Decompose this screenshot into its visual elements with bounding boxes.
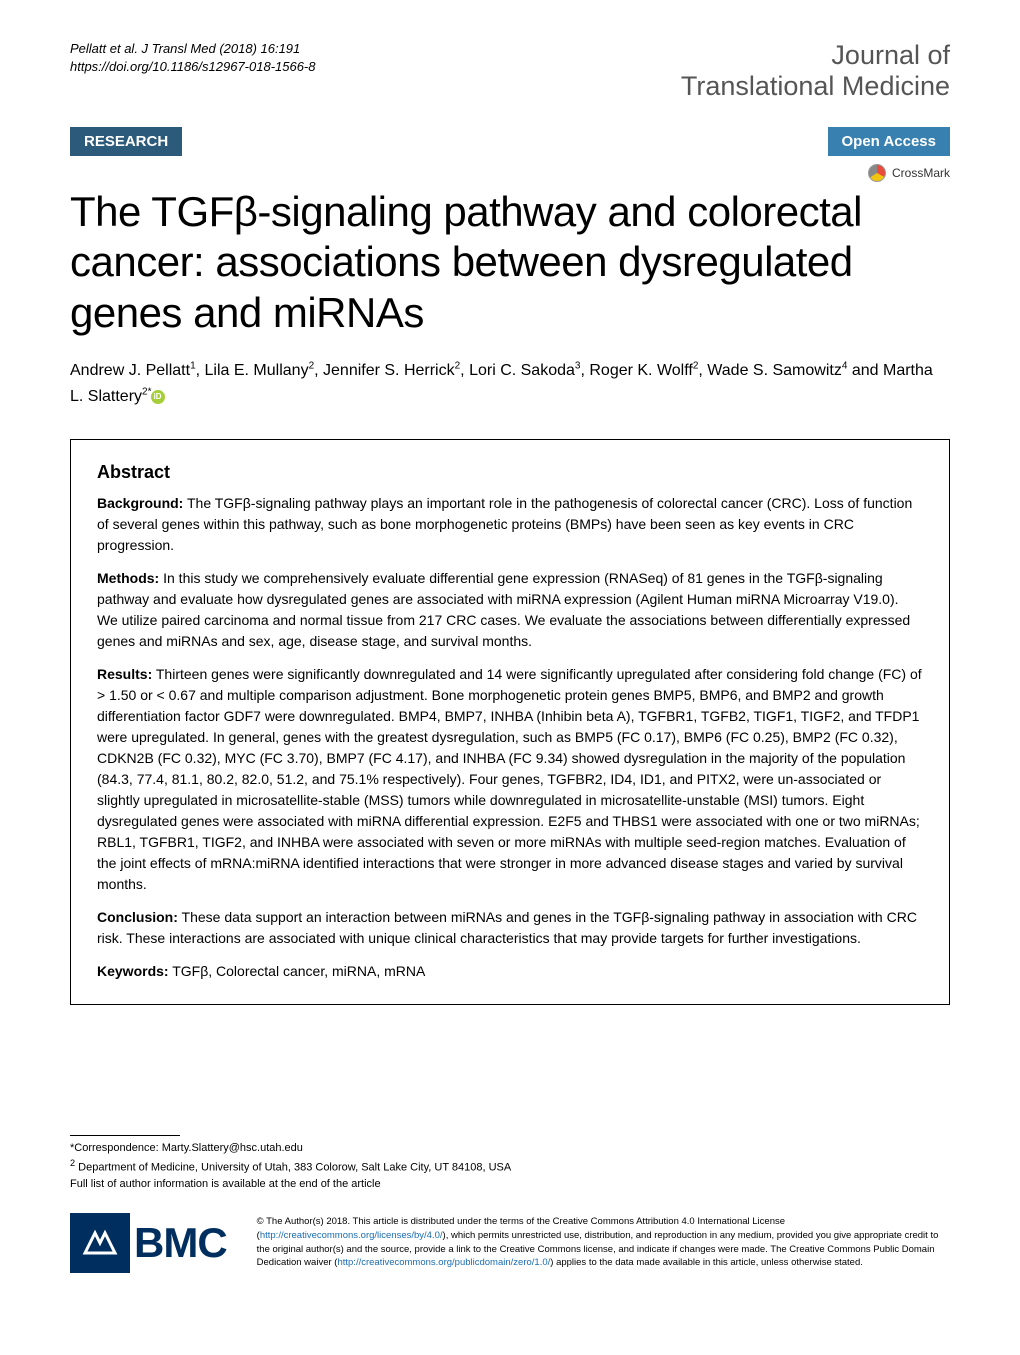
keywords-text: TGFβ, Colorectal cancer, miRNA, mRNA: [169, 963, 426, 979]
license-link-2[interactable]: http://creativecommons.org/publicdomain/…: [337, 1257, 550, 1268]
author-2: Lila E. Mullany: [205, 362, 309, 379]
authors-list: Andrew J. Pellatt1, Lila E. Mullany2, Je…: [70, 358, 950, 409]
footer-row: BMC © The Author(s) 2018. This article i…: [70, 1213, 950, 1273]
license-text: © The Author(s) 2018. This article is di…: [257, 1215, 950, 1270]
abstract-heading: Abstract: [97, 462, 923, 483]
journal-line1: Journal of: [681, 40, 950, 71]
affil-7: 2*: [142, 387, 151, 398]
open-access-tag: Open Access: [828, 127, 951, 156]
section-row: RESEARCH Open Access: [70, 127, 950, 156]
journal-name: Journal of Translational Medicine: [681, 40, 950, 102]
journal-line2: Translational Medicine: [681, 71, 950, 102]
bmc-text: BMC: [134, 1219, 227, 1267]
full-author-list-note: Full list of author information is avail…: [70, 1176, 950, 1193]
abstract-conclusion: Conclusion: These data support an intera…: [97, 907, 923, 949]
citation-line1: Pellatt et al. J Transl Med (2018) 16:19…: [70, 40, 316, 58]
abstract-keywords: Keywords: TGFβ, Colorectal cancer, miRNA…: [97, 961, 923, 982]
background-label: Background:: [97, 495, 183, 511]
dept-text: Department of Medicine, University of Ut…: [75, 1162, 511, 1174]
footer-divider: [70, 1135, 180, 1136]
bmc-mark-icon: [70, 1213, 130, 1273]
affil-3: 2: [455, 361, 461, 372]
affil-1: 1: [190, 361, 196, 372]
methods-text: In this study we comprehensively evaluat…: [97, 570, 910, 649]
bmc-logo: BMC: [70, 1213, 227, 1273]
header: Pellatt et al. J Transl Med (2018) 16:19…: [70, 40, 950, 102]
author-5: Roger K. Wolff: [589, 362, 692, 379]
affil-2: 2: [309, 361, 315, 372]
methods-label: Methods:: [97, 570, 159, 586]
conclusion-label: Conclusion:: [97, 909, 178, 925]
abstract-methods: Methods: In this study we comprehensivel…: [97, 568, 923, 652]
crossmark-row: CrossMark: [70, 164, 950, 182]
abstract-results: Results: Thirteen genes were significant…: [97, 664, 923, 895]
abstract-box: Abstract Background: The TGFβ-signaling …: [70, 439, 950, 1005]
footer-correspondence: *Correspondence: Marty.Slattery@hsc.utah…: [70, 1135, 950, 1192]
crossmark-label: CrossMark: [892, 166, 950, 180]
author-4: Lori C. Sakoda: [469, 362, 575, 379]
author-1: Andrew J. Pellatt: [70, 362, 190, 379]
author-3: Jennifer S. Herrick: [323, 362, 455, 379]
author-6: Wade S. Samowitz: [707, 362, 842, 379]
affil-4: 3: [575, 361, 581, 372]
license-p3: ) applies to the data made available in …: [550, 1257, 863, 1268]
background-text: The TGFβ-signaling pathway plays an impo…: [97, 495, 912, 553]
citation-line2: https://doi.org/10.1186/s12967-018-1566-…: [70, 58, 316, 76]
results-label: Results:: [97, 666, 152, 682]
affil-6: 4: [842, 361, 848, 372]
bmc-svg-icon: [80, 1223, 120, 1263]
results-text: Thirteen genes were significantly downre…: [97, 666, 922, 892]
citation: Pellatt et al. J Transl Med (2018) 16:19…: [70, 40, 316, 76]
keywords-label: Keywords:: [97, 963, 169, 979]
article-title: The TGFβ-signaling pathway and colorecta…: [70, 187, 950, 338]
crossmark-icon: [868, 164, 886, 182]
license-link-1[interactable]: http://creativecommons.org/licenses/by/4…: [260, 1230, 443, 1241]
crossmark-badge[interactable]: CrossMark: [868, 164, 950, 182]
correspondence-dept: 2 Department of Medicine, University of …: [70, 1157, 950, 1176]
orcid-icon[interactable]: [151, 390, 165, 404]
affil-5: 2: [693, 361, 699, 372]
correspondence-email: *Correspondence: Marty.Slattery@hsc.utah…: [70, 1140, 950, 1157]
abstract-background: Background: The TGFβ-signaling pathway p…: [97, 493, 923, 556]
research-tag: RESEARCH: [70, 127, 182, 156]
conclusion-text: These data support an interaction betwee…: [97, 909, 917, 946]
